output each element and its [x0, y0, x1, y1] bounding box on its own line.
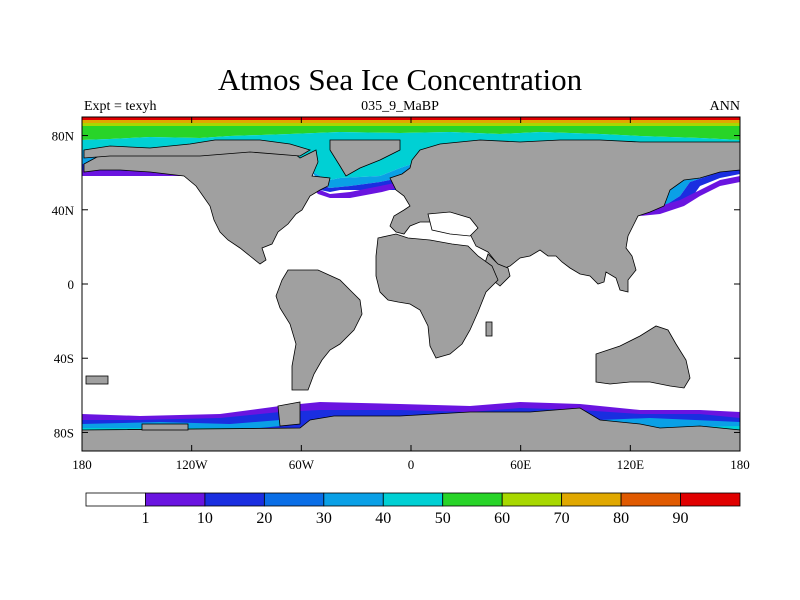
- lon-tick-label: 120W: [176, 457, 209, 472]
- colorbar-label: 1: [141, 510, 149, 527]
- caspian-region: [427, 211, 479, 237]
- island-antarctic-west: [141, 423, 189, 431]
- season-label: ANN: [709, 99, 740, 114]
- lon-tick-label: 120E: [617, 457, 645, 472]
- lat-tick-label: 80N: [52, 129, 75, 144]
- lat-tick-label: 80S: [54, 425, 74, 440]
- colorbar-swatch: [561, 492, 622, 507]
- colorbar-swatch: [382, 492, 444, 507]
- colorbar-swatch: [442, 492, 503, 507]
- island-sw: [85, 375, 109, 385]
- island-indian: [485, 321, 493, 337]
- colorbar-label: 40: [375, 510, 391, 527]
- canadian-arctic: [83, 139, 311, 159]
- antarctic-peninsula: [277, 401, 301, 427]
- lon-tick-label: 0: [408, 457, 415, 472]
- lon-tick-label: 180: [730, 457, 750, 472]
- australia: [595, 325, 691, 389]
- greenland: [329, 139, 401, 177]
- colorbar-swatch: [263, 492, 325, 507]
- colorbar-swatch: [323, 492, 384, 507]
- lon-tick-label: 180: [72, 457, 92, 472]
- lat-tick-label: 40S: [54, 351, 74, 366]
- lat-tick-label: 0: [68, 277, 75, 292]
- colorbar: 1 10 20 30 40 50 60 70 80 90: [85, 492, 741, 527]
- period-label: 035_9_MaBP: [361, 99, 439, 114]
- longitude-ticks: 180 120W 60W 0 60E 120E 180: [72, 117, 750, 472]
- colorbar-label: 10: [197, 510, 213, 527]
- ice-band-60: [82, 126, 740, 140]
- colorbar-swatch: [501, 492, 563, 507]
- experiment-label: Expt = texyh: [84, 99, 157, 114]
- ice-edge-north: [82, 170, 740, 216]
- colorbar-label: 60: [494, 510, 510, 527]
- colorbar-swatch: [620, 492, 681, 507]
- colorbar-label: 30: [316, 510, 332, 527]
- colorbar-swatch: [145, 492, 206, 507]
- ice-band-70: [82, 123, 740, 126]
- eurasia: [389, 139, 741, 293]
- colorbar-swatch: [680, 492, 741, 507]
- colorbar-label: 50: [435, 510, 451, 527]
- colorbar-label: 70: [554, 510, 570, 527]
- lat-tick-label: 40N: [52, 203, 75, 218]
- colorbar-swatch: [85, 492, 146, 507]
- south-america: [275, 269, 363, 391]
- colorbar-label: 20: [256, 510, 272, 527]
- colorbar-swatch: [204, 492, 265, 507]
- colorbar-label: 80: [613, 510, 629, 527]
- lon-tick-label: 60E: [510, 457, 531, 472]
- land-masses: [81, 139, 741, 452]
- lon-tick-label: 60W: [289, 457, 315, 472]
- colorbar-label: 90: [673, 510, 689, 527]
- map-title: Atmos Sea Ice Concentration: [217, 62, 583, 97]
- africa: [375, 233, 499, 359]
- latitude-ticks: 80N 40N 0 40S 80S: [52, 129, 740, 440]
